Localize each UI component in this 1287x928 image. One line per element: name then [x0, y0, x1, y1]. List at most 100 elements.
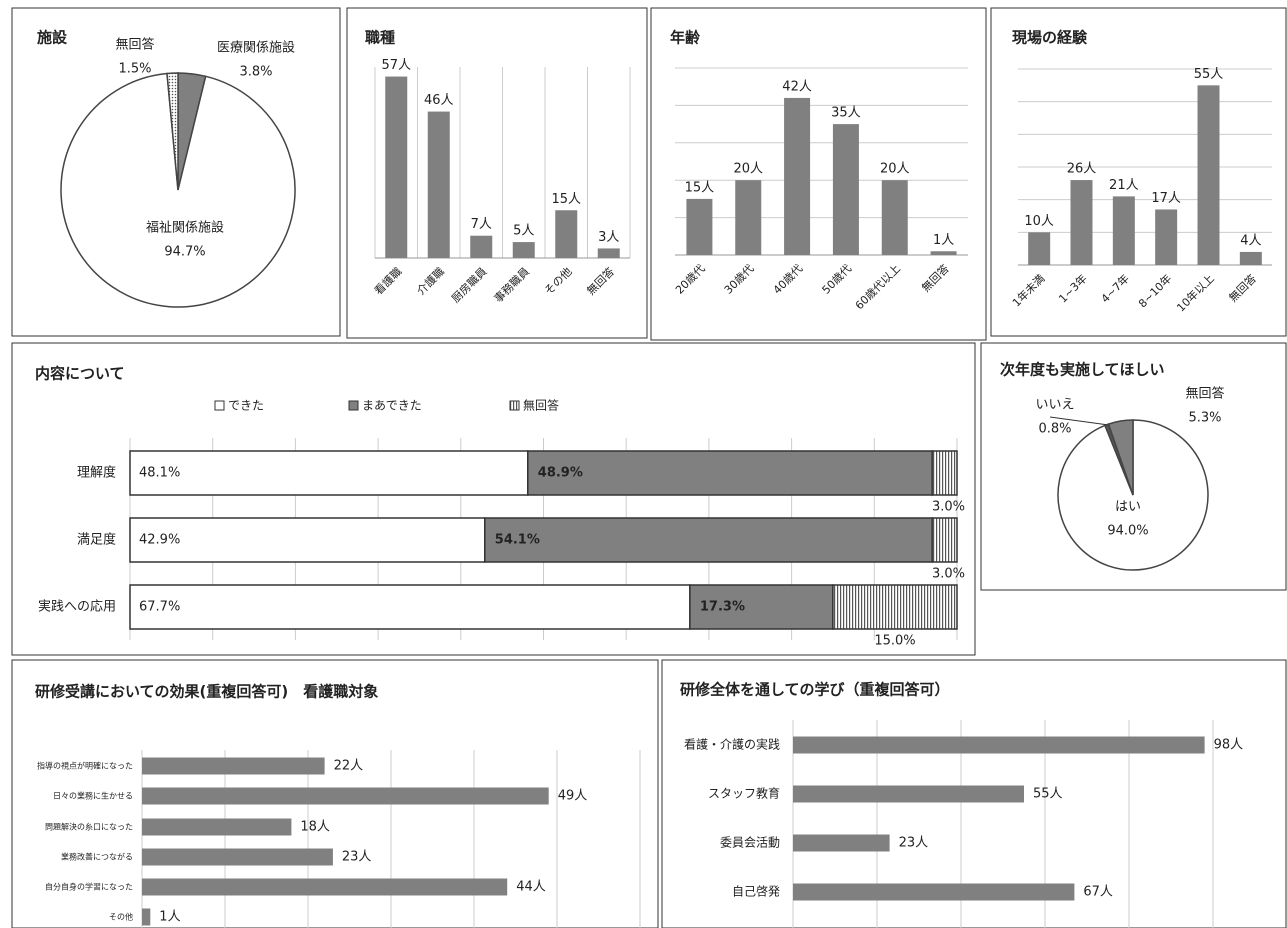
legend-swatch — [509, 400, 520, 411]
value-label: 1人 — [933, 233, 954, 248]
value-label: 23人 — [899, 836, 929, 851]
x-tick-label: 無回答 — [919, 261, 952, 294]
value-label: 48.1% — [139, 466, 180, 481]
bar — [142, 908, 151, 926]
panel — [990, 7, 1287, 337]
y-tick-label: 理解度 — [77, 465, 116, 481]
value-label: 54.1% — [495, 533, 540, 548]
bar-segment — [527, 450, 933, 496]
chart-title: 内容について — [35, 365, 125, 383]
bar — [793, 785, 1024, 803]
panel — [11, 342, 976, 656]
x-tick-label: 50歳代 — [820, 262, 855, 297]
value-label: 55人 — [1033, 787, 1063, 802]
bar-segment — [129, 450, 529, 496]
bar-segment — [832, 584, 958, 630]
value-label: 20人 — [733, 162, 763, 177]
bar — [142, 878, 508, 896]
chart-title: 研修受講においての効果(重複回答可) 看護職対象 — [35, 683, 378, 701]
value-label: 67人 — [1083, 885, 1113, 900]
panel — [661, 659, 1287, 928]
bar — [142, 757, 325, 775]
x-tick-label: 8~10年 — [1135, 271, 1174, 310]
pie-label: 福祉関係施設 — [146, 220, 224, 236]
value-label: 3人 — [598, 230, 619, 245]
x-tick-label: 無回答 — [1226, 271, 1259, 304]
bar — [385, 76, 408, 258]
bar-segment — [484, 517, 933, 563]
chart-title: 職種 — [365, 29, 395, 47]
value-label: 17人 — [1151, 191, 1181, 206]
x-tick-label: 介護職 — [414, 264, 447, 297]
panel — [980, 342, 1287, 591]
x-tick-label: 無回答 — [584, 264, 617, 297]
value-label: 15人 — [551, 192, 581, 207]
value-label: 49人 — [558, 789, 588, 804]
bar — [142, 818, 292, 836]
chart-title: 次年度も実施してほしい — [1000, 361, 1165, 379]
value-label: 42.9% — [139, 533, 180, 548]
pie-value-label: 94.7% — [164, 245, 205, 260]
pie-slice — [1107, 419, 1134, 496]
legend-label: できた — [228, 399, 264, 413]
pie-value-label: 3.8% — [239, 65, 272, 80]
value-label: 22人 — [334, 759, 364, 774]
bar — [1112, 196, 1135, 265]
y-tick-label: 日々の業務に生かせる — [53, 791, 133, 801]
y-tick-label: 自分自身の学習になった — [45, 882, 133, 892]
pie-value-label: 0.8% — [1038, 422, 1071, 437]
value-label: 57人 — [381, 58, 411, 73]
legend-swatch — [348, 400, 359, 411]
value-label: 26人 — [1067, 162, 1097, 177]
bar — [793, 834, 890, 852]
pie-value-label: 94.0% — [1107, 524, 1148, 539]
value-label: 15人 — [685, 180, 715, 195]
x-tick-label: 1年未満 — [1009, 271, 1047, 309]
value-label: 35人 — [831, 106, 861, 121]
bar — [793, 883, 1075, 901]
chart-title: 研修全体を通しての学び（重複回答可） — [680, 681, 950, 699]
value-label: 44人 — [516, 880, 546, 895]
value-label: 21人 — [1109, 178, 1139, 193]
bar — [427, 111, 450, 258]
x-tick-label: 看護職 — [371, 264, 404, 297]
value-label: 67.7% — [139, 600, 180, 615]
value-label: 3.0% — [932, 567, 965, 582]
bar — [1155, 209, 1178, 265]
bar-segment — [931, 450, 958, 496]
chart-title: 年齢 — [670, 29, 701, 47]
y-tick-label: スタッフ教育 — [708, 786, 780, 801]
y-tick-label: 問題解決の糸口になった — [45, 822, 133, 832]
value-label: 98人 — [1214, 738, 1244, 753]
y-tick-label: 満足度 — [77, 532, 116, 548]
y-tick-label: その他 — [109, 912, 133, 922]
value-label: 20人 — [880, 162, 910, 177]
legend-label: まあできた — [362, 399, 422, 413]
pie-slice — [60, 72, 296, 308]
pie-label: はい — [1115, 500, 1141, 515]
bar — [784, 97, 811, 255]
legend-label: 無回答 — [523, 398, 559, 413]
bar — [512, 242, 535, 258]
x-tick-label: 事務職員 — [491, 264, 532, 305]
x-tick-label: 4~7年 — [1098, 271, 1132, 305]
y-tick-label: 実践への応用 — [38, 599, 116, 615]
bar-segment — [129, 517, 486, 563]
chart-title: 施設 — [37, 29, 68, 47]
bar — [686, 198, 713, 255]
bar — [597, 248, 620, 258]
x-tick-label: 10年以上 — [1174, 271, 1217, 314]
value-label: 7人 — [471, 217, 492, 232]
bar — [930, 251, 957, 255]
value-label: 10人 — [1024, 214, 1054, 229]
pie-label: 無回答 — [115, 37, 154, 53]
x-tick-label: 30歳代 — [722, 262, 757, 297]
bar — [470, 235, 493, 258]
panel — [11, 7, 341, 337]
bar — [735, 180, 762, 255]
panel — [650, 7, 987, 341]
bar — [1239, 251, 1262, 265]
bar — [832, 124, 859, 255]
value-label: 48.9% — [538, 466, 583, 481]
